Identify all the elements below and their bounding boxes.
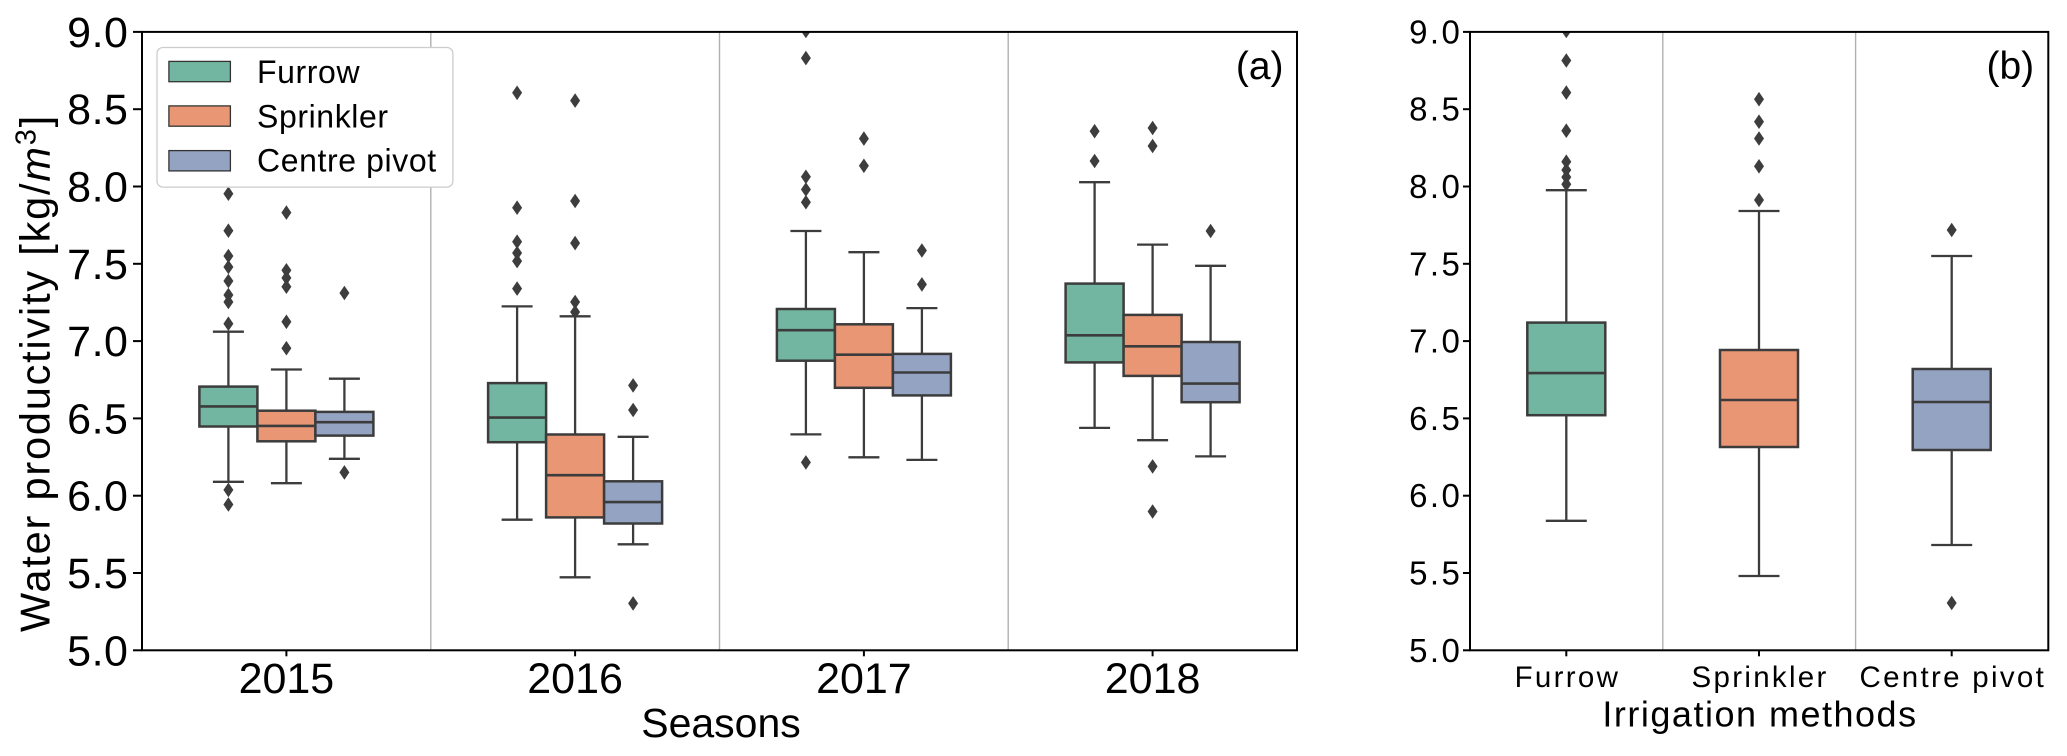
svg-text:Furrow: Furrow — [257, 54, 360, 90]
svg-text:6.5: 6.5 — [67, 395, 128, 443]
svg-text:Seasons: Seasons — [641, 700, 801, 746]
svg-text:6.0: 6.0 — [67, 473, 128, 521]
svg-text:(b): (b) — [1986, 45, 2034, 88]
svg-text:7.5: 7.5 — [1409, 245, 1462, 282]
svg-text:8.0: 8.0 — [67, 164, 128, 212]
svg-text:2015: 2015 — [239, 655, 335, 703]
svg-text:Irrigation methods: Irrigation methods — [1602, 694, 1917, 735]
svg-text:5.5: 5.5 — [67, 550, 128, 598]
svg-text:2016: 2016 — [527, 655, 623, 703]
svg-text:Centre pivot: Centre pivot — [1859, 661, 2046, 694]
svg-text:Furrow: Furrow — [1515, 661, 1621, 694]
svg-text:8.5: 8.5 — [67, 86, 128, 134]
svg-text:2017: 2017 — [816, 655, 912, 703]
svg-text:(a): (a) — [1236, 45, 1284, 88]
svg-text:9.0: 9.0 — [1409, 13, 1462, 50]
svg-text:9.0: 9.0 — [67, 9, 128, 57]
svg-text:5.5: 5.5 — [1409, 555, 1462, 592]
svg-text:2018: 2018 — [1105, 655, 1201, 703]
svg-text:Sprinkler: Sprinkler — [257, 98, 389, 134]
svg-text:Sprinkler: Sprinkler — [1692, 661, 1829, 694]
svg-text:7.5: 7.5 — [67, 241, 128, 289]
svg-text:6.0: 6.0 — [1409, 477, 1462, 514]
svg-text:5.0: 5.0 — [1409, 632, 1462, 669]
svg-text:Centre pivot: Centre pivot — [257, 143, 437, 179]
svg-text:Water productivity [kg/m3]: Water productivity [kg/m3] — [11, 114, 59, 632]
svg-text:6.5: 6.5 — [1409, 400, 1462, 437]
svg-text:8.0: 8.0 — [1409, 168, 1462, 205]
svg-text:7.0: 7.0 — [67, 318, 128, 366]
svg-text:8.5: 8.5 — [1409, 91, 1462, 128]
svg-text:7.0: 7.0 — [1409, 323, 1462, 360]
svg-text:5.0: 5.0 — [67, 627, 128, 675]
